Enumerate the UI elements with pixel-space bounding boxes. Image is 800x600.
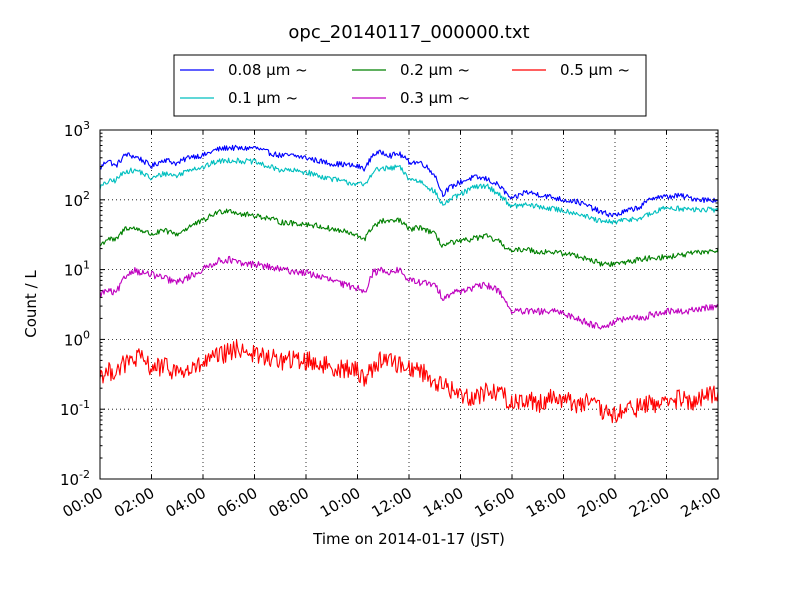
x-tick-label: 04:00 bbox=[163, 484, 209, 521]
grid bbox=[100, 130, 718, 479]
x-tick-label: 24:00 bbox=[678, 484, 724, 521]
legend-entry-label: 0.08 μm ~ bbox=[228, 61, 308, 79]
plot-area bbox=[100, 130, 718, 479]
x-tick-label: 16:00 bbox=[472, 484, 518, 521]
x-tick-label: 22:00 bbox=[626, 484, 672, 521]
series-line bbox=[99, 144, 719, 218]
legend-entry-label: 0.3 μm ~ bbox=[400, 89, 470, 107]
legend-frame bbox=[173, 54, 647, 117]
series-line bbox=[99, 157, 719, 225]
y-tick-label: 100 bbox=[64, 328, 90, 349]
y-tick-label: 10-2 bbox=[60, 468, 90, 489]
legend-entry-label: 0.5 μm ~ bbox=[560, 61, 630, 79]
x-tick-label: 10:00 bbox=[317, 484, 363, 521]
x-tick-label: 14:00 bbox=[420, 484, 466, 521]
x-tick-label: 06:00 bbox=[214, 484, 260, 521]
series-line bbox=[99, 339, 719, 424]
x-tick-label: 20:00 bbox=[575, 484, 621, 521]
series-line bbox=[99, 255, 719, 330]
series-lines bbox=[99, 144, 719, 424]
x-tick-label: 02:00 bbox=[111, 484, 157, 521]
x-axis-label: Time on 2014-01-17 (JST) bbox=[312, 530, 505, 548]
series-line bbox=[99, 208, 719, 268]
y-tick-label: 102 bbox=[64, 189, 90, 210]
legend-entry-label: 0.1 μm ~ bbox=[228, 89, 298, 107]
y-tick-label: 10-1 bbox=[60, 398, 90, 419]
y-tick-label: 101 bbox=[64, 259, 90, 280]
x-tick-label: 00:00 bbox=[60, 484, 106, 521]
x-tick-label: 12:00 bbox=[369, 484, 415, 521]
legend-entry-label: 0.2 μm ~ bbox=[400, 61, 470, 79]
legend: 0.08 μm ~ 0.1 μm ~ 0.2 μm ~ 0.3 μm ~ 0.5 μm … bbox=[173, 54, 647, 117]
y-axis-label: Count / L bbox=[22, 270, 40, 338]
chart-title: opc_20140117_000000.txt bbox=[288, 22, 529, 43]
x-tick-label: 18:00 bbox=[523, 484, 569, 521]
y-tick-label: 103 bbox=[64, 119, 90, 140]
x-tick-label: 08:00 bbox=[266, 484, 312, 521]
